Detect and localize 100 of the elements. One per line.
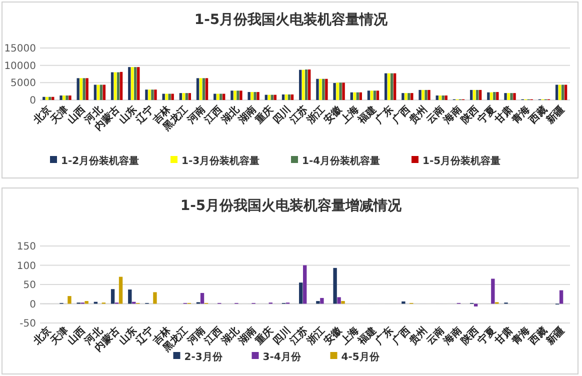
bar: [504, 93, 507, 100]
bar: [356, 92, 359, 100]
legend-label: 2-3月份: [184, 351, 224, 363]
bar: [288, 94, 291, 100]
bar: [100, 84, 103, 100]
y-tick-label: 100: [16, 260, 36, 272]
bar: [559, 290, 564, 304]
bar: [154, 90, 157, 100]
bar: [333, 268, 337, 304]
bar: [408, 93, 410, 100]
chart-title: 1-5月份我国火电装机容量情况: [194, 11, 389, 28]
legend-label: 1-5月份装机容量: [422, 155, 501, 167]
bar: [339, 82, 342, 100]
bar: [438, 95, 442, 100]
bar: [60, 95, 62, 100]
bar: [316, 78, 319, 100]
bar: [513, 93, 516, 100]
bar: [302, 70, 305, 100]
bar: [402, 93, 404, 100]
bar: [558, 84, 562, 100]
bar: [390, 73, 394, 100]
y-tick-label: 5000: [10, 78, 36, 90]
bar: [359, 92, 362, 100]
y-tick-label: 50: [23, 280, 36, 291]
bar: [42, 96, 46, 100]
bar: [561, 84, 564, 100]
bar: [222, 94, 226, 100]
bar: [216, 94, 220, 100]
bar: [94, 84, 97, 100]
bar: [137, 67, 140, 100]
bar: [384, 73, 388, 100]
bar: [353, 92, 356, 100]
bar: [284, 94, 288, 100]
bar: [493, 92, 496, 100]
bar: [114, 72, 117, 100]
bar: [308, 69, 311, 100]
bar: [200, 292, 204, 304]
bar: [303, 265, 307, 304]
bar: [336, 82, 339, 100]
bar: [510, 93, 513, 100]
bar: [393, 73, 396, 100]
bar: [214, 94, 216, 100]
bar: [410, 93, 414, 100]
bar: [205, 78, 208, 100]
bar: [402, 301, 406, 304]
bar: [299, 282, 303, 304]
bar: [376, 90, 380, 100]
bar: [128, 67, 131, 100]
bar: [472, 90, 476, 100]
bar: [333, 83, 336, 100]
bar: [188, 93, 192, 100]
bar: [230, 90, 234, 100]
legend-label: 1-4月份装机容量: [302, 155, 380, 167]
bar: [444, 95, 448, 100]
bar: [476, 90, 479, 100]
bar: [82, 78, 86, 100]
bar: [248, 92, 250, 100]
y-tick-label: 150: [16, 242, 36, 252]
bar: [116, 72, 120, 100]
bar: [110, 289, 115, 304]
bar: [478, 90, 482, 100]
bar: [118, 276, 123, 304]
bar: [404, 93, 408, 100]
chart-title: 1-5月份我国火电装机容量增减情况: [180, 197, 403, 214]
bar: [254, 92, 256, 100]
bar: [370, 90, 374, 100]
bar: [373, 90, 376, 100]
bar: [282, 94, 285, 100]
bar: [325, 78, 328, 100]
legend-label: 4-5月份: [341, 351, 380, 363]
legend-label: 1-2月份装机容量: [61, 155, 140, 167]
bar: [162, 94, 165, 100]
bar: [422, 90, 424, 100]
bar: [234, 90, 236, 100]
bar: [110, 72, 114, 100]
bar: [68, 95, 72, 100]
bar: [418, 90, 422, 100]
bar: [367, 90, 370, 100]
bar: [299, 70, 302, 100]
bar: [66, 95, 68, 100]
bar: [131, 67, 134, 100]
bar: [153, 292, 157, 304]
bar: [322, 78, 325, 100]
legend-label: 1-3月份装机容量: [182, 155, 260, 167]
y-tick-label: 0: [30, 96, 36, 106]
bar: [487, 92, 490, 100]
bar: [436, 95, 438, 100]
y-tick-label: -50: [20, 318, 36, 330]
bar: [250, 92, 254, 100]
bar: [165, 94, 168, 100]
bar: [128, 290, 132, 304]
bar: [240, 90, 242, 100]
bar: [555, 84, 558, 100]
bar: [350, 92, 353, 100]
bar: [182, 93, 186, 100]
bar: [102, 84, 106, 100]
bar: [256, 92, 260, 100]
bar: [490, 92, 493, 100]
bar: [84, 301, 88, 304]
bar: [341, 301, 345, 304]
